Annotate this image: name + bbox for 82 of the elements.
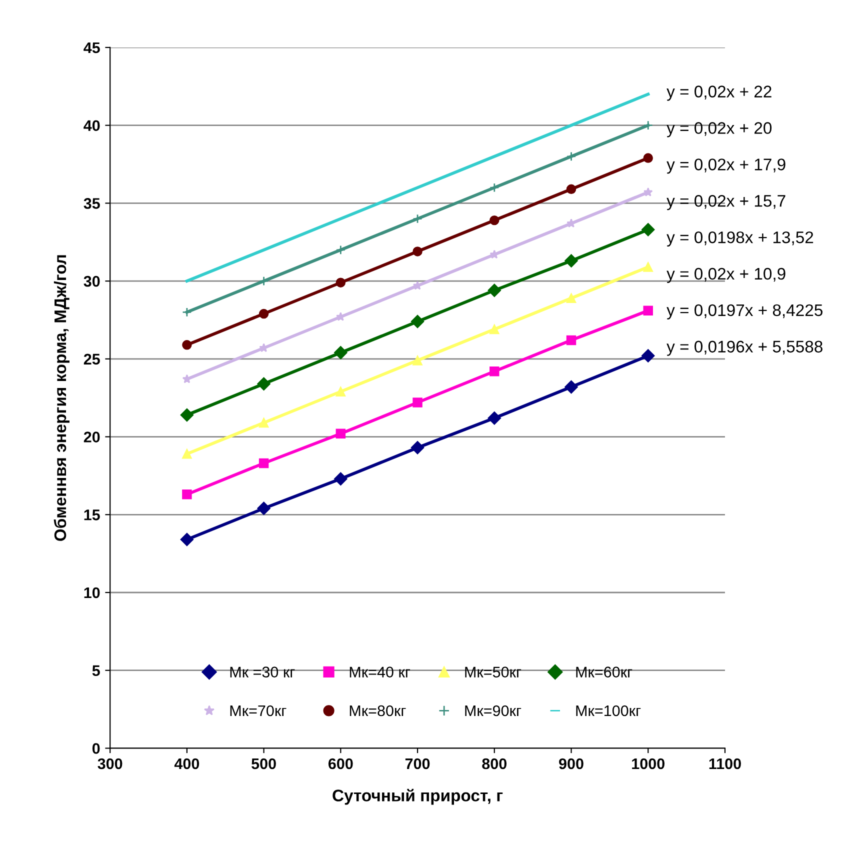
point bbox=[566, 152, 576, 162]
x-tick-label: 300 bbox=[98, 758, 122, 770]
point bbox=[642, 349, 655, 362]
point bbox=[258, 458, 269, 468]
point bbox=[643, 153, 653, 163]
legend-label: Мк=80кг bbox=[350, 705, 406, 716]
point bbox=[490, 215, 500, 226]
point bbox=[643, 306, 653, 316]
point bbox=[643, 187, 653, 196]
point bbox=[336, 245, 346, 255]
point bbox=[490, 366, 500, 376]
annotation: y = 0,02x + 17,9 bbox=[666, 158, 786, 174]
line-series bbox=[185, 92, 650, 283]
point bbox=[336, 428, 346, 439]
point bbox=[257, 502, 270, 515]
point bbox=[642, 223, 655, 236]
y-axis-title: Обменнвя энергия корма, МДж/гол bbox=[54, 255, 70, 541]
point bbox=[566, 335, 576, 346]
annotation: y = 0,0198x + 13,52 bbox=[666, 231, 814, 247]
point bbox=[643, 120, 653, 130]
point bbox=[412, 214, 422, 224]
point bbox=[336, 278, 346, 288]
legend-label: Мк=60кг bbox=[576, 666, 632, 678]
legend-label: Мк=90кг bbox=[465, 705, 522, 716]
y-tick-label: 30 bbox=[84, 276, 100, 287]
point bbox=[182, 340, 192, 350]
x-tick-label: 1000 bbox=[632, 758, 664, 770]
annotation: y = 0,0197x + 8,4225 bbox=[666, 304, 822, 320]
point bbox=[257, 377, 270, 390]
x-tick-label: 1100 bbox=[709, 758, 741, 770]
point bbox=[182, 307, 192, 318]
x-tick-label: 400 bbox=[174, 758, 200, 770]
x-axis-title: Суточный прирост, г bbox=[332, 788, 503, 805]
point bbox=[182, 449, 192, 459]
y-tick-label: 35 bbox=[84, 198, 100, 209]
x-tick-label: 600 bbox=[328, 758, 353, 770]
point bbox=[258, 308, 269, 319]
legend-label: Мк=50кг bbox=[465, 666, 522, 678]
point bbox=[336, 386, 346, 396]
point bbox=[182, 490, 192, 500]
point bbox=[488, 284, 501, 297]
point bbox=[490, 324, 500, 334]
point bbox=[566, 184, 576, 194]
y-tick-label: 10 bbox=[84, 587, 100, 598]
point bbox=[334, 346, 348, 360]
annotation: y = 0,0196x + 5,5588 bbox=[666, 340, 822, 356]
x-tick-label: 700 bbox=[405, 758, 430, 770]
x-tick-label: 500 bbox=[252, 758, 276, 770]
point bbox=[564, 254, 578, 268]
y-tick-label: 15 bbox=[84, 510, 100, 520]
legend-label: Мк=70кг bbox=[230, 705, 286, 716]
y-tick-label: 20 bbox=[84, 432, 100, 442]
point bbox=[412, 356, 422, 366]
y-tick-label: 40 bbox=[84, 120, 100, 132]
point bbox=[180, 408, 194, 422]
point bbox=[412, 398, 422, 408]
legend-label: Мк=100кг bbox=[576, 705, 641, 716]
x-tick-label: 900 bbox=[559, 758, 584, 770]
point bbox=[564, 380, 578, 394]
point bbox=[566, 293, 576, 304]
point bbox=[334, 472, 348, 486]
annotation: y = 0,02x + 22 bbox=[666, 86, 772, 101]
x-tick-label: 800 bbox=[482, 758, 507, 770]
point bbox=[412, 280, 422, 290]
annotation: y = 0,02x + 15,7 bbox=[666, 195, 786, 210]
point bbox=[412, 246, 422, 256]
point bbox=[410, 314, 424, 328]
point bbox=[490, 182, 500, 192]
y-tick-label: 5 bbox=[92, 665, 100, 676]
point bbox=[410, 441, 424, 454]
point bbox=[258, 276, 269, 286]
point bbox=[180, 532, 194, 546]
legend-label: Мк=40 кг bbox=[350, 666, 410, 678]
point bbox=[643, 262, 653, 272]
annotation: y = 0,02x + 10,9 bbox=[666, 268, 786, 283]
y-tick-label: 45 bbox=[84, 42, 100, 54]
point bbox=[258, 418, 269, 428]
y-tick-label: 25 bbox=[84, 354, 100, 365]
annotation: y = 0,02x + 20 bbox=[666, 122, 772, 138]
point bbox=[488, 412, 501, 425]
legend-label: Мк =30 кг bbox=[230, 666, 295, 678]
y-tick-label: 0 bbox=[92, 743, 100, 754]
